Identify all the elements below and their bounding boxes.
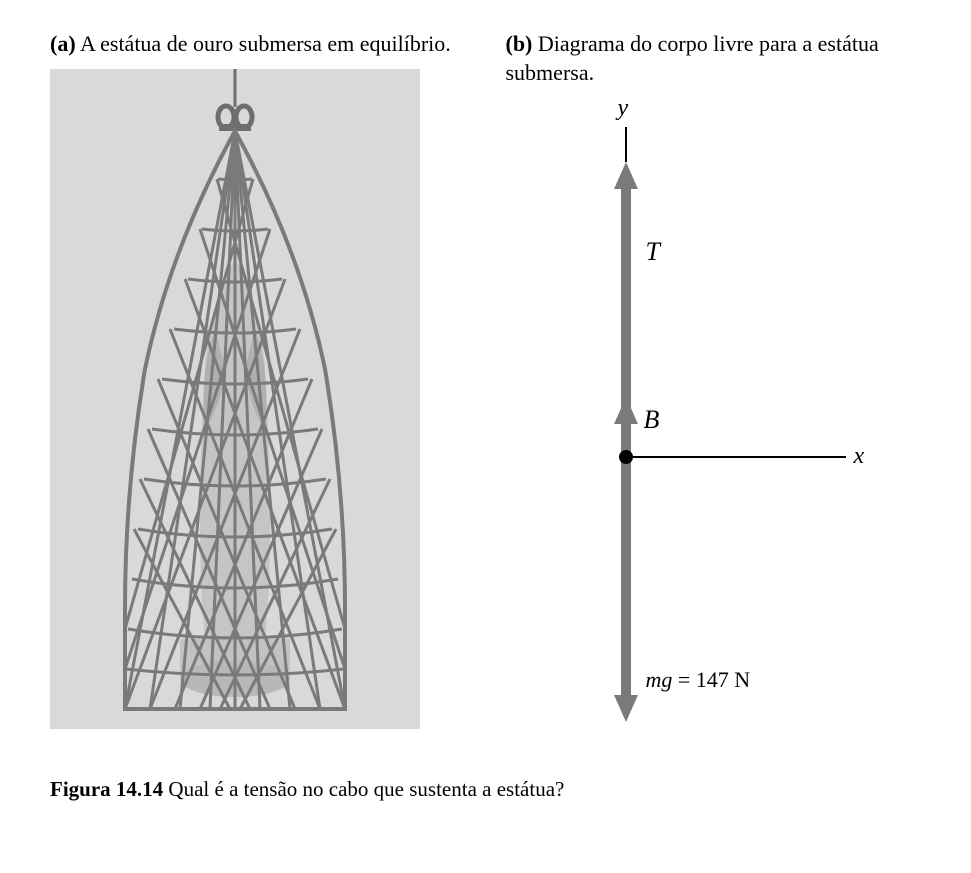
y-axis-label: y bbox=[618, 95, 629, 122]
tension-label: T bbox=[646, 237, 660, 267]
figure-number: Figura 14.14 bbox=[50, 777, 163, 801]
weight-mg: mg bbox=[646, 667, 673, 692]
buoyancy-label: B bbox=[644, 405, 660, 435]
panel-b-label: (b) Diagrama do corpo livre para a estát… bbox=[506, 30, 922, 87]
panel-b-tag: (b) bbox=[506, 31, 533, 56]
panel-a-tag: (a) bbox=[50, 31, 76, 56]
weight-eq: = 147 N bbox=[672, 667, 750, 692]
free-body-diagram: y x T B mg = 147 N bbox=[506, 97, 906, 757]
panel-a-text: A estátua de ouro submersa em equilíbrio… bbox=[76, 31, 451, 56]
weight-label: mg = 147 N bbox=[646, 667, 751, 693]
net-statue-svg bbox=[50, 69, 420, 729]
figure-caption: Figura 14.14 Qual é a tensão no cabo que… bbox=[50, 777, 921, 802]
caption-text: Qual é a tensão no cabo que sustenta a e… bbox=[163, 777, 564, 801]
panel-a: (a) A estátua de ouro submersa em equilí… bbox=[50, 30, 466, 757]
panel-b: (b) Diagrama do corpo livre para a estát… bbox=[506, 30, 922, 757]
statue-illustration bbox=[50, 69, 420, 729]
x-axis-label: x bbox=[854, 443, 865, 470]
fbd-svg bbox=[506, 97, 906, 757]
panel-a-label: (a) A estátua de ouro submersa em equilí… bbox=[50, 30, 466, 59]
panel-b-text: Diagrama do corpo livre para a estátua s… bbox=[506, 31, 879, 85]
